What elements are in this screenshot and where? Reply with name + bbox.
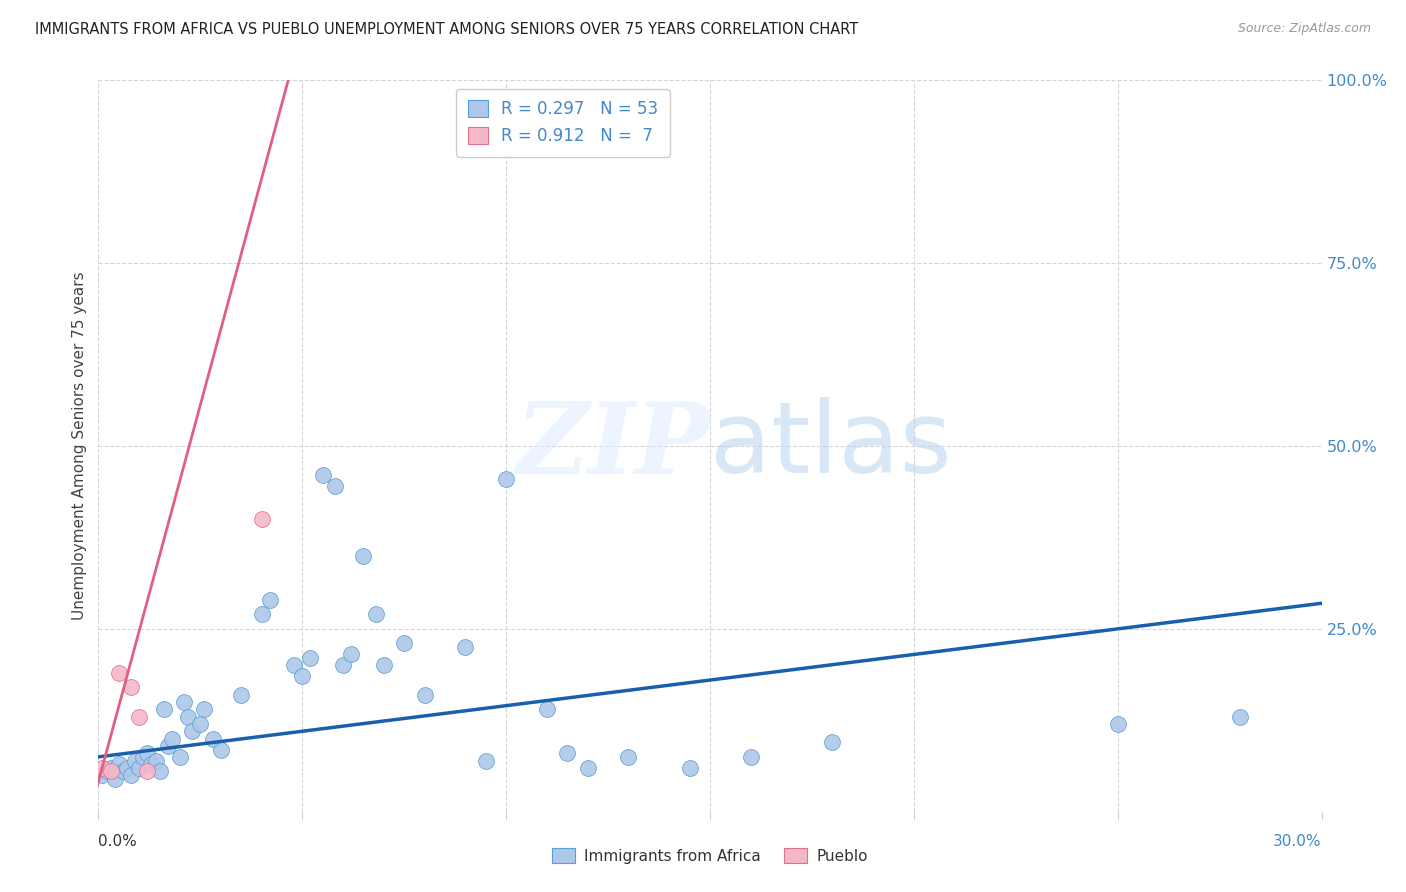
Text: ZIP: ZIP (515, 398, 710, 494)
Point (128, 761, 150, 775)
Text: IMMIGRANTS FROM AFRICA VS PUEBLO UNEMPLOYMENT AMONG SENIORS OVER 75 YEARS CORREL: IMMIGRANTS FROM AFRICA VS PUEBLO UNEMPLO… (35, 22, 859, 37)
Point (1107, 717, 1129, 731)
Point (108, 665, 131, 680)
Point (120, 768, 142, 782)
Point (188, 717, 212, 731)
Point (136, 764, 159, 779)
Point (173, 695, 195, 709)
Point (124, 754, 146, 768)
Point (250, 512, 273, 526)
Point (111, 764, 134, 779)
Point (91, 768, 114, 782)
Point (91, 761, 114, 775)
Point (617, 749, 640, 764)
Point (160, 731, 183, 746)
Point (100, 761, 122, 775)
Point (392, 636, 416, 650)
Point (104, 772, 127, 786)
Point (576, 761, 599, 775)
Point (283, 658, 305, 673)
Point (495, 472, 517, 486)
Y-axis label: Unemployment Among Seniors over 75 years: Unemployment Among Seniors over 75 years (72, 272, 87, 620)
Point (323, 479, 346, 493)
Point (474, 754, 498, 768)
Point (115, 761, 138, 775)
Point (145, 754, 167, 768)
Point (181, 724, 204, 739)
Point (740, 749, 762, 764)
Point (454, 640, 477, 655)
Point (132, 749, 155, 764)
Point (201, 731, 224, 746)
Point (169, 749, 191, 764)
Point (177, 709, 200, 723)
Point (821, 735, 844, 749)
Point (291, 669, 314, 683)
Point (141, 757, 163, 772)
Text: 30.0%: 30.0% (1274, 834, 1322, 849)
Point (108, 757, 131, 772)
Legend: Immigrants from Africa, Pueblo: Immigrants from Africa, Pueblo (547, 842, 873, 870)
Point (193, 702, 215, 716)
Point (364, 607, 387, 622)
Point (156, 739, 179, 753)
Point (250, 607, 273, 622)
Point (536, 702, 558, 716)
Point (352, 549, 374, 563)
Point (259, 592, 281, 607)
Point (128, 709, 150, 723)
Point (136, 746, 159, 760)
Point (679, 761, 702, 775)
Point (1229, 709, 1251, 723)
Point (373, 658, 395, 673)
Point (120, 681, 142, 695)
Point (149, 764, 172, 779)
Point (100, 764, 122, 779)
Point (557, 746, 579, 760)
Text: 0.0%: 0.0% (98, 834, 138, 849)
Point (332, 658, 354, 673)
Point (299, 651, 322, 665)
Point (340, 648, 363, 662)
Text: Source: ZipAtlas.com: Source: ZipAtlas.com (1237, 22, 1371, 36)
Point (231, 688, 253, 702)
Point (413, 688, 436, 702)
Point (209, 742, 232, 756)
Point (96, 764, 118, 779)
Point (312, 468, 335, 483)
Text: atlas: atlas (710, 398, 952, 494)
Point (152, 702, 174, 716)
